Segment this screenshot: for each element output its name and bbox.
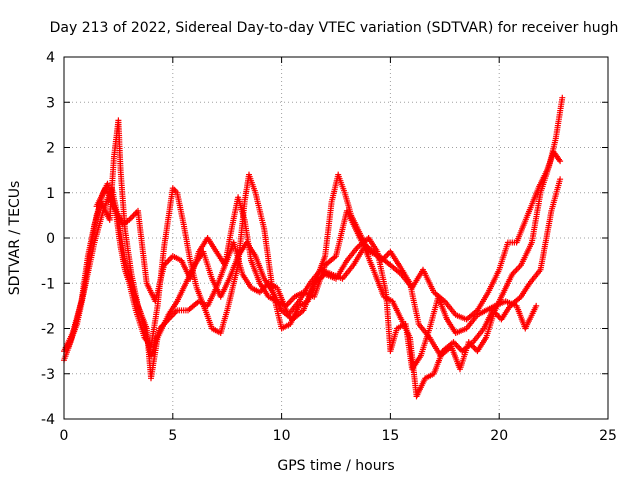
data-point-marker <box>557 176 564 183</box>
series-track <box>65 176 564 400</box>
data-series <box>61 94 566 400</box>
x-tick-label: 20 <box>490 428 508 444</box>
grid-lines <box>64 57 608 419</box>
chart-title: Day 213 of 2022, Sidereal Day-to-day VTE… <box>50 20 619 36</box>
axis-ticks: 0 5 10 15 20 25 -4 -3 -2 -1 0 1 2 3 4 <box>41 50 617 444</box>
x-tick-label: 5 <box>168 428 177 444</box>
x-tick-label: 0 <box>60 428 69 444</box>
y-tick-label: 4 <box>46 50 55 66</box>
series-track <box>93 94 566 373</box>
y-tick-label: -2 <box>41 322 55 338</box>
x-axis-label: GPS time / hours <box>277 458 394 474</box>
y-tick-label: -4 <box>41 412 55 428</box>
data-point-marker <box>533 302 540 309</box>
series-sdtvar <box>61 94 566 400</box>
x-tick-label: 10 <box>273 428 291 444</box>
data-point-marker <box>559 94 566 101</box>
y-axis-label: SDTVAR / TECUs <box>7 181 23 296</box>
y-tick-label: 1 <box>46 186 55 202</box>
y-tick-label: -1 <box>41 276 55 292</box>
y-tick-label: 0 <box>46 231 55 247</box>
x-tick-label: 15 <box>381 428 399 444</box>
y-tick-label: -3 <box>41 367 55 383</box>
data-point-marker <box>557 158 564 165</box>
x-tick-label: 25 <box>599 428 617 444</box>
y-tick-label: 3 <box>46 95 55 111</box>
y-tick-label: 2 <box>46 141 55 157</box>
